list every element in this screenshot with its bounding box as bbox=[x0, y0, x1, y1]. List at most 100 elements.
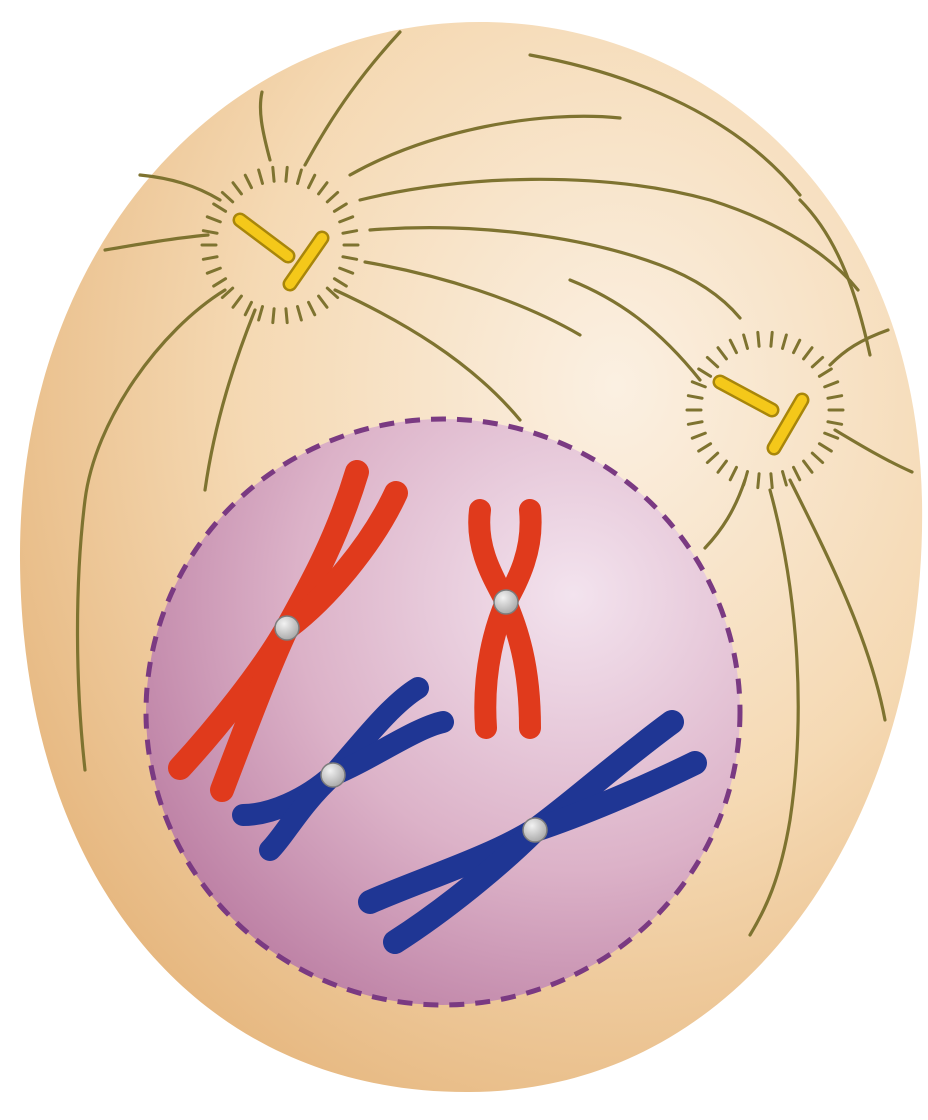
centromere bbox=[320, 762, 346, 788]
aster-ray bbox=[307, 173, 317, 190]
aster-ray bbox=[325, 286, 340, 300]
aster-ray bbox=[317, 294, 329, 309]
spindle-fiber bbox=[258, 90, 272, 162]
aster-ray bbox=[756, 330, 761, 348]
aster-ray bbox=[728, 465, 738, 482]
centrosome-upper-right bbox=[685, 330, 845, 490]
aster-ray bbox=[257, 305, 264, 322]
aster-ray bbox=[823, 380, 840, 389]
aster-ray bbox=[243, 173, 253, 190]
aster-ray bbox=[781, 470, 788, 487]
aster-ray bbox=[817, 367, 833, 378]
aster-ray bbox=[769, 330, 774, 348]
aster-ray bbox=[686, 420, 704, 426]
spindle-fiber bbox=[703, 478, 747, 550]
aster-ray bbox=[284, 165, 289, 183]
centrosome-upper-left bbox=[200, 165, 360, 325]
aster-ray bbox=[205, 266, 222, 275]
aster-ray bbox=[742, 333, 749, 350]
spindle-fiber bbox=[303, 30, 402, 167]
spindle-fiber bbox=[748, 488, 800, 937]
aster-ray bbox=[212, 277, 228, 288]
aster-ray bbox=[341, 255, 359, 261]
spindle-fiber bbox=[528, 53, 802, 197]
aster-ray bbox=[690, 380, 707, 389]
aster-ray bbox=[728, 338, 738, 355]
aster-ray bbox=[201, 255, 219, 261]
centriole bbox=[285, 233, 327, 289]
aster-ray bbox=[332, 277, 348, 288]
centriole bbox=[235, 215, 293, 261]
spindle-fiber bbox=[203, 308, 257, 492]
centrosome-rays bbox=[200, 165, 845, 490]
centriole-pair bbox=[712, 374, 810, 456]
aster-ray bbox=[325, 190, 340, 204]
aster-ray bbox=[284, 307, 289, 325]
aster-ray bbox=[243, 300, 253, 317]
aster-ray bbox=[817, 442, 833, 453]
spindle-fiber bbox=[75, 288, 227, 772]
spindle-fiber bbox=[833, 428, 914, 474]
spindle-fiber bbox=[798, 198, 872, 357]
aster-ray bbox=[317, 181, 329, 196]
spindle-fiber bbox=[568, 278, 702, 382]
centriole bbox=[715, 377, 777, 415]
aster-ray bbox=[769, 472, 774, 490]
aster-ray bbox=[697, 367, 713, 378]
aster-ray bbox=[716, 459, 728, 474]
aster-ray bbox=[338, 215, 355, 224]
chromosome-blue-long bbox=[358, 710, 707, 954]
aster-ray bbox=[332, 202, 348, 213]
aster-ray bbox=[231, 294, 243, 309]
aster-ray bbox=[792, 338, 802, 355]
aster-ray bbox=[810, 355, 825, 369]
spindle-fiber bbox=[358, 177, 860, 292]
spindle-fiber bbox=[368, 226, 742, 320]
aster-ray bbox=[810, 451, 825, 465]
aster-ray bbox=[296, 168, 303, 185]
spindle-fiber bbox=[103, 233, 210, 252]
spindle-fiber bbox=[348, 114, 622, 177]
aster-ray bbox=[792, 465, 802, 482]
aster-ray bbox=[271, 165, 276, 183]
aster-ray bbox=[296, 305, 303, 322]
aster-ray bbox=[705, 451, 720, 465]
centromere bbox=[493, 589, 519, 615]
aster-ray bbox=[201, 229, 219, 235]
aster-ray bbox=[257, 168, 264, 185]
chromosomes bbox=[168, 460, 707, 954]
aster-ray bbox=[690, 431, 707, 440]
aster-ray bbox=[220, 190, 235, 204]
aster-ray bbox=[716, 346, 728, 361]
aster-ray bbox=[271, 307, 276, 325]
aster-ray bbox=[220, 286, 235, 300]
aster-ray bbox=[212, 202, 228, 213]
aster-ray bbox=[307, 300, 317, 317]
aster-ray bbox=[781, 333, 788, 350]
chromosome-blue-short bbox=[232, 677, 454, 861]
centriole bbox=[769, 395, 807, 453]
chromosome-red-short bbox=[468, 499, 542, 739]
aster-ray bbox=[742, 470, 749, 487]
nuclear-envelope bbox=[143, 416, 743, 1008]
centromere bbox=[274, 615, 300, 641]
spindle-fiber bbox=[138, 173, 222, 202]
aster-ray bbox=[205, 215, 222, 224]
aster-ray bbox=[802, 459, 814, 474]
aster-ray bbox=[697, 442, 713, 453]
aster-ray bbox=[338, 266, 355, 275]
aster-ray bbox=[341, 229, 359, 235]
centriole-pair bbox=[232, 212, 330, 292]
spindle-fiber bbox=[788, 478, 887, 722]
aster-ray bbox=[231, 181, 243, 196]
aster-ray bbox=[826, 420, 844, 426]
chromosome-red-long bbox=[168, 460, 408, 802]
aster-ray bbox=[802, 346, 814, 361]
aster-ray bbox=[826, 394, 844, 400]
aster-ray bbox=[756, 472, 761, 490]
centromere bbox=[522, 817, 548, 843]
centrioles bbox=[232, 212, 810, 456]
aster-ray bbox=[686, 394, 704, 400]
